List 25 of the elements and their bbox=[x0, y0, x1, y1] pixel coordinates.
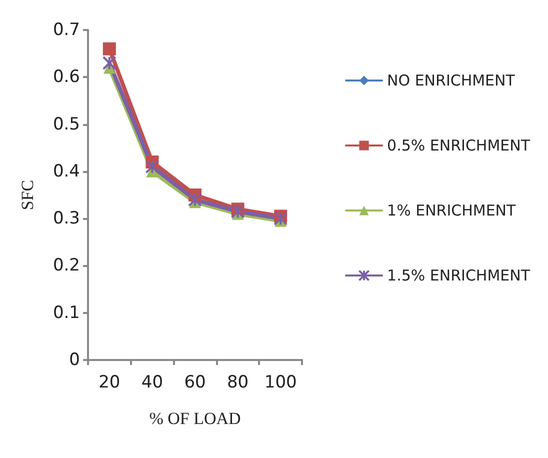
legend-label: NO ENRICHMENT bbox=[387, 72, 516, 90]
legend-label: 1.5% ENRICHMENT bbox=[387, 266, 531, 284]
y-axis-title: SFC bbox=[18, 180, 37, 210]
y-tick-label: 0.6 bbox=[52, 67, 80, 88]
legend-label: 1% ENRICHMENT bbox=[387, 202, 517, 220]
x-axis-title: % OF LOAD bbox=[149, 409, 241, 428]
y-tick-label: 0 bbox=[69, 350, 80, 370]
y-tick-label: 0.5 bbox=[52, 114, 80, 134]
x-tick-label: 20 bbox=[98, 372, 120, 392]
x-tick-label: 40 bbox=[141, 372, 164, 392]
point bbox=[102, 42, 116, 56]
y-tick-label: 0.2 bbox=[52, 256, 80, 276]
point bbox=[188, 192, 202, 207]
y-tick-label: 0.1 bbox=[52, 302, 80, 323]
point bbox=[102, 56, 116, 70]
x-tick-label: 80 bbox=[226, 372, 249, 392]
point bbox=[230, 204, 245, 218]
y-tick-label: 0.3 bbox=[52, 208, 80, 229]
point bbox=[274, 212, 288, 226]
legend-label: 0.5% ENRICHMENT bbox=[387, 136, 531, 154]
y-tick-label: 0.4 bbox=[52, 161, 80, 182]
x-tick-label: 100 bbox=[264, 372, 297, 392]
y-tick-label: 0.7 bbox=[52, 20, 80, 40]
point bbox=[145, 160, 160, 174]
x-tick-label: 60 bbox=[184, 372, 206, 392]
